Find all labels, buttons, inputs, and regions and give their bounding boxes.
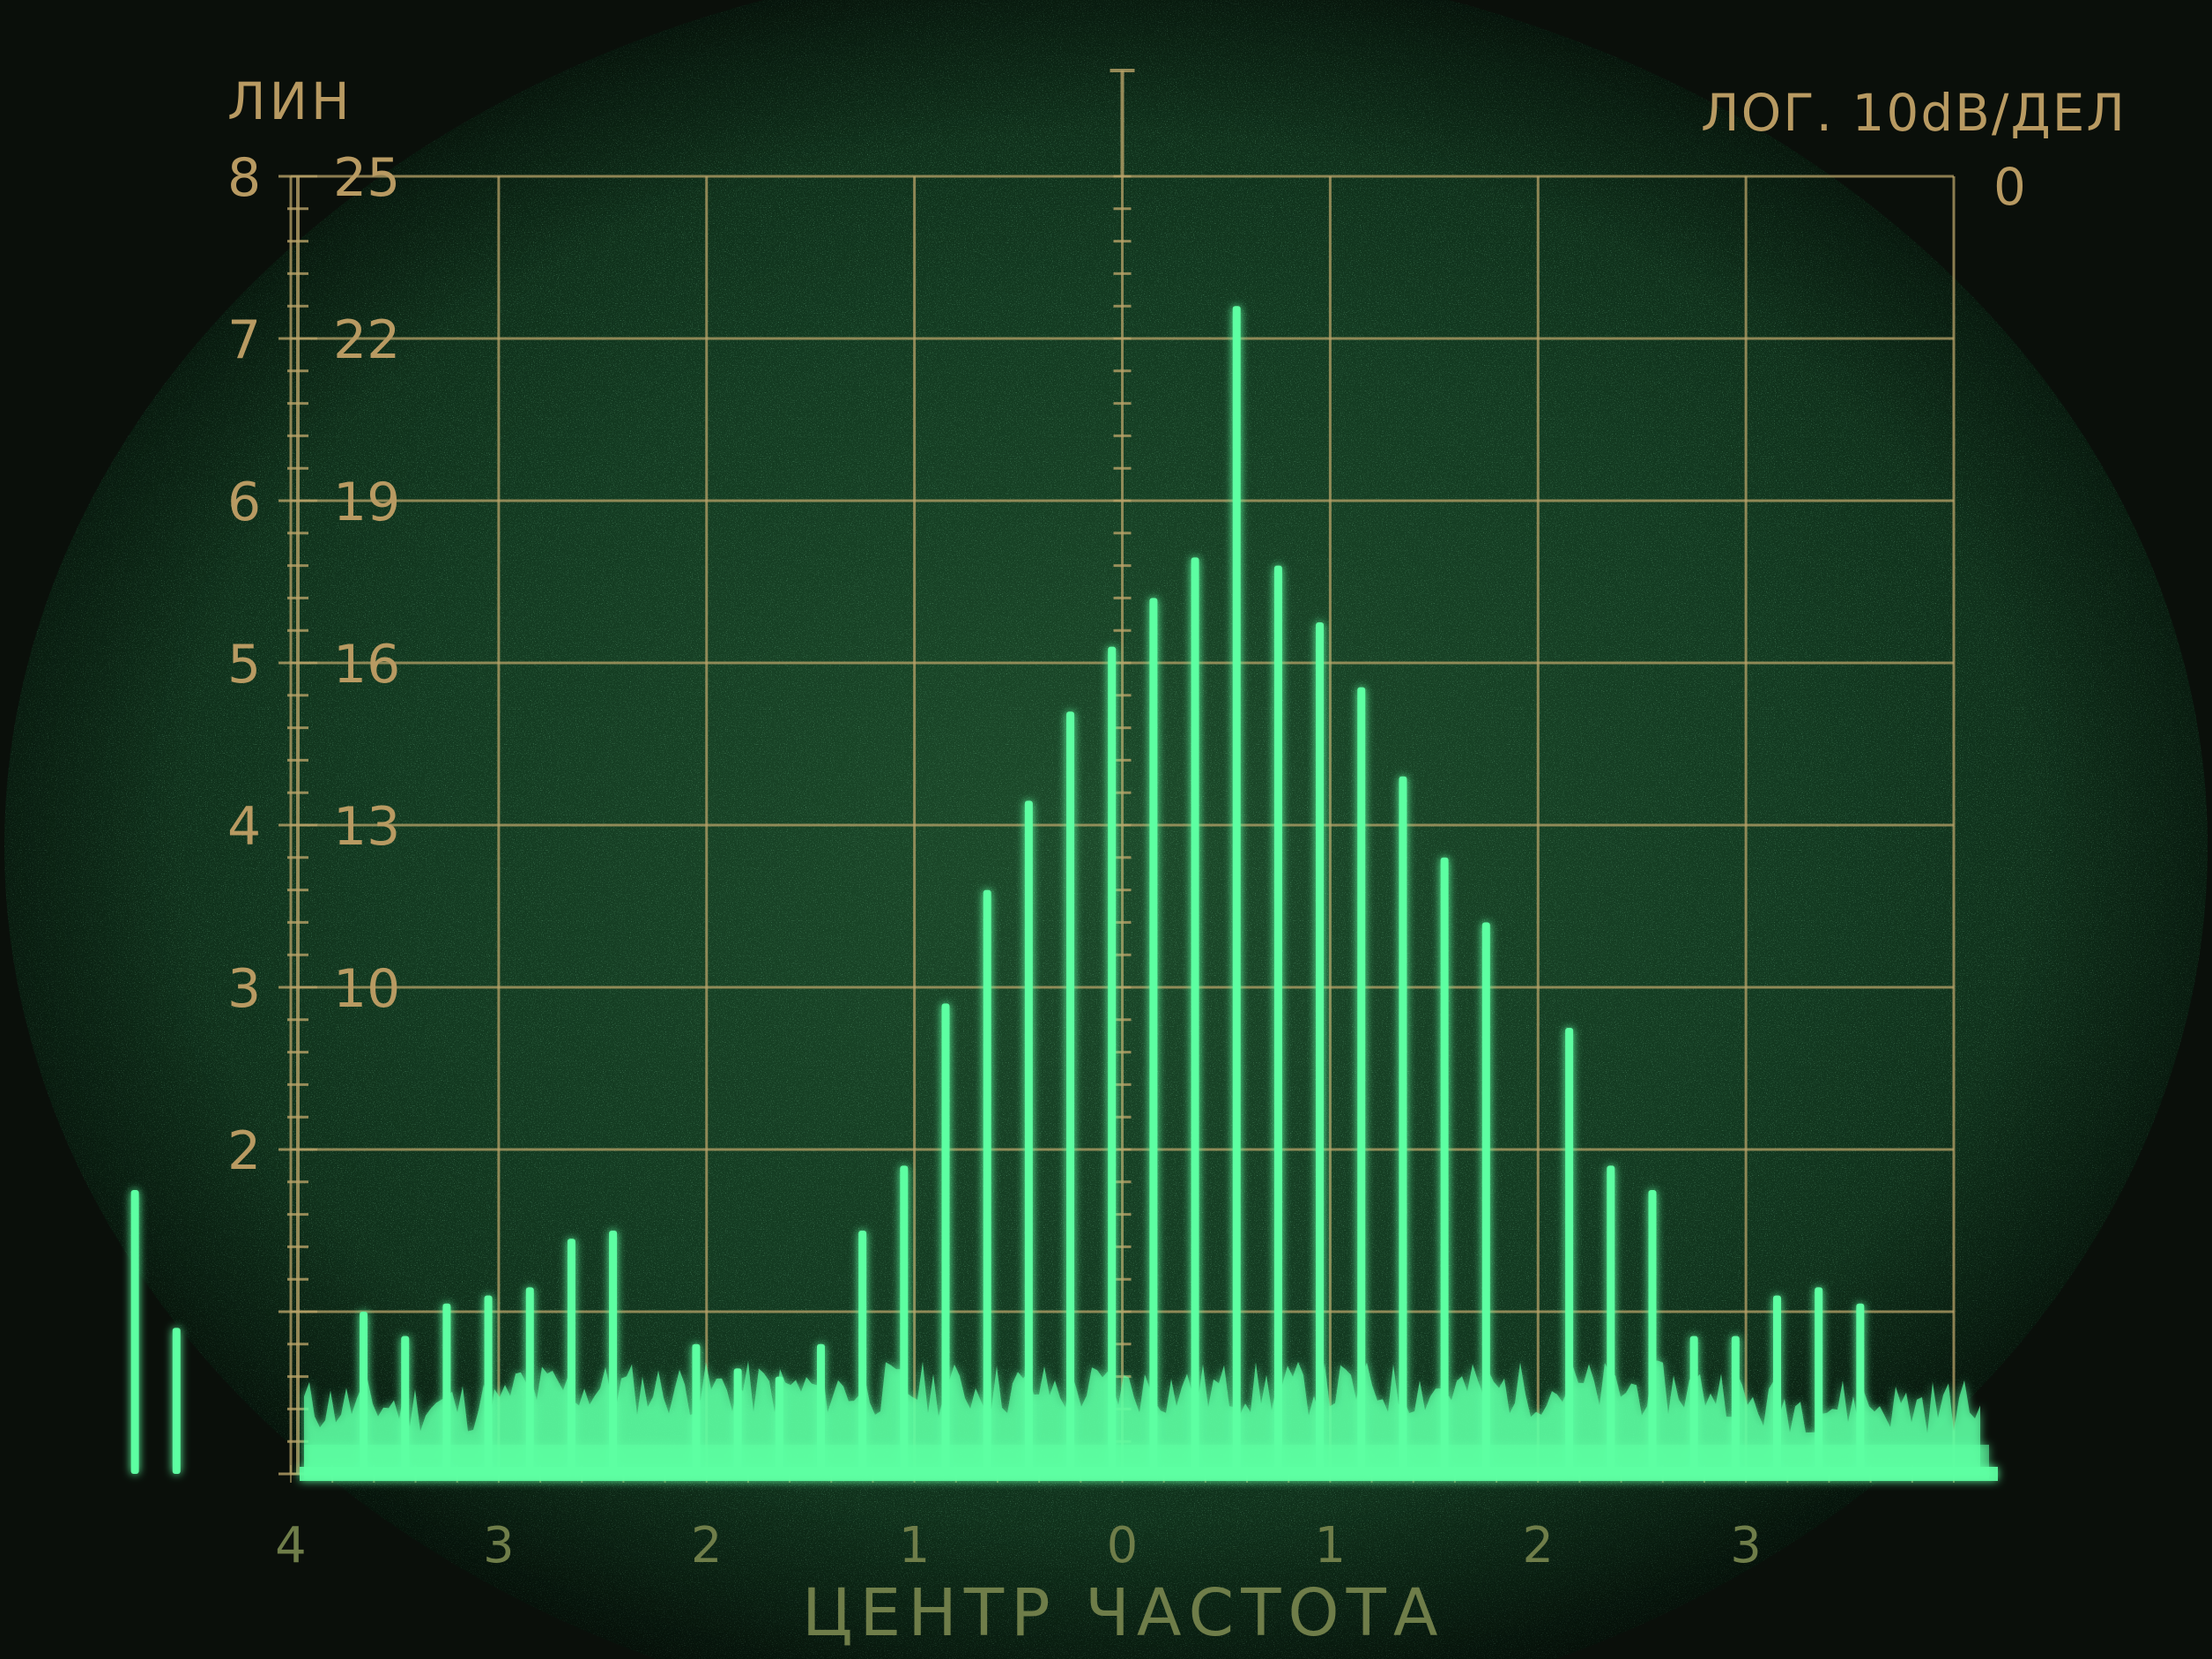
spectral-line <box>1316 622 1325 1474</box>
spectral-line <box>900 1165 909 1474</box>
log-reference-tick: 0 <box>1993 157 2026 217</box>
x-tick-label: 3 <box>483 1517 515 1574</box>
y-tick-label-db: 22 <box>333 309 400 371</box>
x-tick-label: 4 <box>275 1517 307 1574</box>
y-tick-label-lin: 5 <box>227 634 261 696</box>
trace-baseline <box>300 1467 1998 1481</box>
spectral-line <box>567 1239 575 1474</box>
graticule <box>278 69 1956 1483</box>
spectral-line <box>1731 1335 1740 1474</box>
x-tick-label: 1 <box>1315 1517 1347 1574</box>
x-tick-label: 3 <box>1730 1517 1762 1574</box>
spectral-line <box>609 1231 618 1474</box>
spectral-line <box>130 1190 139 1474</box>
y-tick-label-lin: 6 <box>227 472 261 533</box>
spectral-line <box>1024 800 1033 1474</box>
spectral-line <box>1607 1165 1615 1474</box>
spectral-line <box>733 1368 742 1474</box>
spectral-line <box>1108 646 1117 1474</box>
spectral-line <box>1856 1303 1865 1474</box>
spectral-line <box>172 1328 181 1474</box>
noise-floor-grass <box>304 1360 1980 1476</box>
spectrum-trace <box>130 306 1998 1481</box>
spectral-line <box>1232 306 1241 1475</box>
y-tick-label-lin: 8 <box>227 147 261 209</box>
spectral-line <box>1648 1190 1657 1474</box>
spectral-line <box>1815 1287 1823 1474</box>
x-tick-label: 2 <box>691 1517 723 1574</box>
spectral-line <box>1689 1335 1698 1474</box>
x-tick-label: 1 <box>899 1517 931 1574</box>
y-tick-label-lin: 3 <box>227 958 261 1020</box>
spectral-line <box>1066 711 1075 1474</box>
spectral-line <box>1191 557 1199 1474</box>
y-tick-label-db: 16 <box>333 634 400 696</box>
spectral-line <box>1149 598 1158 1474</box>
y-tick-label-db: 25 <box>333 147 400 209</box>
spectral-line <box>1773 1295 1782 1474</box>
spectral-line <box>775 1376 783 1474</box>
y-tick-label-db: 10 <box>333 958 400 1020</box>
y-tick-label-db: 19 <box>333 472 400 533</box>
linear-scale-label: ЛИН <box>227 71 353 131</box>
log-scale-label: ЛОГ. 10dB/ДЕЛ <box>1701 83 2127 143</box>
spectral-line <box>1565 1028 1574 1474</box>
y-tick-label-lin: 7 <box>227 309 261 371</box>
spectral-line <box>1357 687 1366 1474</box>
spectral-line <box>858 1231 867 1474</box>
x-axis-title: ЦЕНТР ЧАСТОТА <box>802 1575 1445 1651</box>
y-tick-label-db: 13 <box>333 796 400 858</box>
spectral-line <box>1399 776 1407 1474</box>
x-tick-label: 0 <box>1107 1517 1139 1574</box>
spectral-line <box>816 1343 825 1474</box>
spectral-line <box>692 1343 701 1474</box>
spectral-line <box>983 889 991 1474</box>
x-tick-label: 2 <box>1522 1517 1554 1574</box>
spectral-line <box>1481 922 1490 1474</box>
spectral-line <box>941 1003 950 1474</box>
spectral-line <box>401 1335 410 1474</box>
axis-labels: ЛИН ЛОГ. 10dB/ДЕЛ 0 ЦЕНТР ЧАСТОТА 8 7 6 5 4 3… <box>227 71 2127 1651</box>
spectral-line <box>360 1312 368 1474</box>
spectral-line <box>1440 857 1449 1474</box>
spectral-line <box>484 1295 493 1474</box>
y-tick-label-lin: 2 <box>227 1120 261 1182</box>
spectral-line <box>1273 565 1282 1474</box>
y-tick-label-lin: 4 <box>227 796 261 858</box>
spectral-line <box>525 1287 534 1474</box>
spectral-line <box>442 1303 451 1474</box>
